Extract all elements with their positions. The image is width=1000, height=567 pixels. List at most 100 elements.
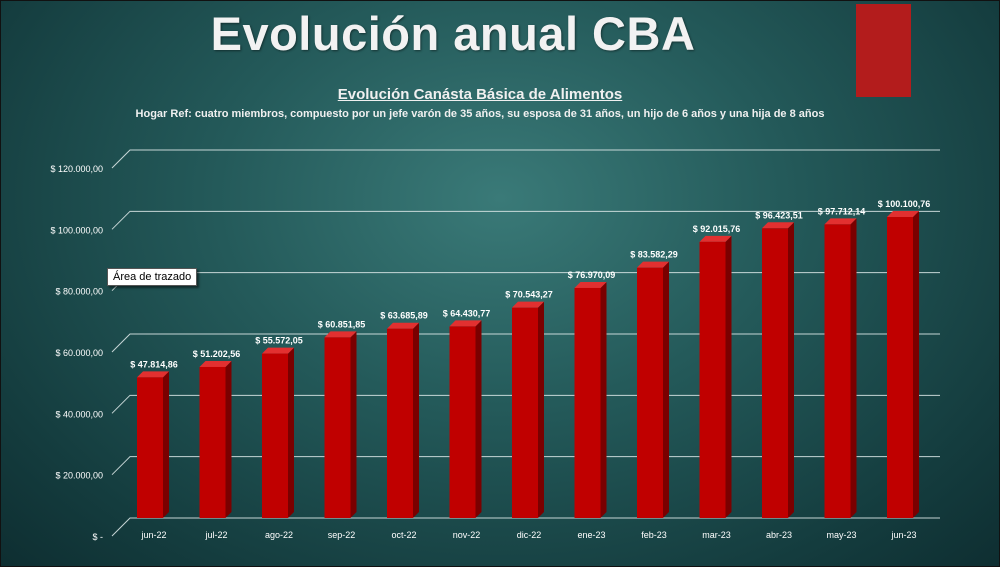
bar-side bbox=[225, 360, 232, 518]
bar-top bbox=[512, 301, 544, 308]
bar[interactable] bbox=[387, 322, 419, 518]
bar-front bbox=[324, 337, 351, 518]
data-label: $ 83.582,29 bbox=[630, 250, 678, 260]
bar-side bbox=[663, 261, 669, 518]
x-tick-label: feb-23 bbox=[641, 530, 667, 540]
x-tick-label: dic-22 bbox=[517, 530, 542, 540]
y-tick-label: $ 60.000,00 bbox=[55, 348, 103, 358]
bar-front bbox=[762, 228, 788, 518]
y-axis-tick-labels: $ - $ 20.000,00 $ 40.000,00 $ 60.000,00 $ 80… bbox=[50, 164, 103, 542]
bars bbox=[137, 211, 919, 519]
x-tick-label: ene-23 bbox=[577, 530, 605, 540]
bar[interactable] bbox=[699, 235, 732, 518]
red-accent-block bbox=[856, 4, 911, 97]
x-tick-label: may-23 bbox=[826, 530, 856, 540]
x-tick-label: jul-22 bbox=[204, 530, 227, 540]
bar-top bbox=[887, 211, 919, 218]
x-tick-label: nov-22 bbox=[453, 530, 481, 540]
data-label: $ 60.851,85 bbox=[318, 319, 366, 329]
bar-top bbox=[449, 320, 482, 327]
chart-subtitle: Hogar Ref: cuatro miembros, compuesto po… bbox=[135, 108, 825, 120]
data-label: $ 51.202,56 bbox=[193, 349, 241, 359]
grid-line bbox=[111, 456, 940, 476]
bar-side bbox=[725, 235, 732, 518]
bar-side bbox=[788, 222, 794, 518]
data-label: $ 55.572,05 bbox=[255, 336, 303, 346]
y-tick-label: $ 20.000,00 bbox=[55, 471, 103, 481]
x-tick-label: oct-22 bbox=[391, 530, 416, 540]
bar[interactable] bbox=[199, 360, 232, 518]
data-label: $ 70.543,27 bbox=[505, 290, 553, 300]
data-label: $ 64.430,77 bbox=[443, 308, 491, 318]
bar-side bbox=[538, 301, 544, 518]
bar[interactable] bbox=[637, 261, 669, 518]
bar-front bbox=[887, 217, 913, 518]
bar[interactable] bbox=[887, 211, 919, 518]
bar-top bbox=[387, 322, 419, 329]
grid-line bbox=[111, 210, 940, 230]
bar[interactable] bbox=[512, 301, 544, 518]
bar[interactable] bbox=[137, 371, 169, 518]
x-tick-label: mar-23 bbox=[702, 530, 731, 540]
bar[interactable] bbox=[262, 347, 294, 518]
y-tick-label: $ 80.000,00 bbox=[55, 287, 103, 297]
bar-top bbox=[324, 331, 357, 338]
x-tick-label: abr-23 bbox=[766, 530, 792, 540]
bar[interactable] bbox=[574, 281, 607, 518]
data-labels: $ 47.814,86 $ 51.202,56 $ 55.572,05 $ 60.85… bbox=[130, 199, 930, 369]
bar-side bbox=[413, 322, 419, 518]
bar-side bbox=[850, 218, 857, 519]
bar-front bbox=[449, 326, 476, 518]
data-label: $ 47.814,86 bbox=[130, 359, 178, 369]
bar-side bbox=[913, 211, 919, 518]
y-tick-label: $ 40.000,00 bbox=[55, 409, 103, 419]
x-tick-label: jun-22 bbox=[140, 530, 166, 540]
x-axis-tick-labels: jun-22 jul-22 ago-22 sep-22 oct-22 nov-22 dic-… bbox=[140, 530, 916, 540]
bar-side bbox=[600, 281, 607, 518]
bar-top bbox=[824, 218, 857, 225]
bar-front bbox=[637, 267, 663, 518]
bar-front bbox=[574, 287, 601, 518]
bar-side bbox=[288, 347, 294, 518]
x-tick-label: jun-23 bbox=[890, 530, 916, 540]
bar[interactable] bbox=[824, 218, 857, 519]
bar-front bbox=[512, 307, 538, 518]
grid-line bbox=[111, 394, 940, 414]
bar-side bbox=[163, 371, 169, 518]
bar-top bbox=[199, 360, 232, 367]
y-tick-label: $ 100.000,00 bbox=[50, 225, 103, 235]
bar-top bbox=[262, 347, 294, 354]
bar-front bbox=[199, 366, 226, 518]
bar-front bbox=[699, 241, 726, 518]
bar-top bbox=[137, 371, 169, 378]
bar-top bbox=[762, 222, 794, 229]
grid-line bbox=[111, 149, 940, 169]
bar-front bbox=[262, 353, 288, 518]
grid-line bbox=[111, 517, 940, 537]
x-tick-label: ago-22 bbox=[265, 530, 293, 540]
slide-title: Evolución anual CBA bbox=[210, 7, 696, 60]
bar-front bbox=[137, 377, 163, 518]
bar-side bbox=[350, 331, 357, 518]
bar[interactable] bbox=[762, 222, 794, 518]
bar-front bbox=[387, 328, 413, 518]
bar-side bbox=[475, 320, 482, 518]
plot-area-tooltip: Área de trazado bbox=[107, 268, 198, 286]
bar-top bbox=[699, 235, 732, 242]
data-label: $ 97.712,14 bbox=[818, 206, 866, 216]
data-label: $ 96.423,51 bbox=[755, 210, 803, 220]
data-label: $ 63.685,89 bbox=[380, 311, 428, 321]
grid-line bbox=[111, 333, 940, 353]
x-tick-label: sep-22 bbox=[328, 530, 356, 540]
y-tick-label: $ 120.000,00 bbox=[50, 164, 103, 174]
bar[interactable] bbox=[324, 331, 357, 518]
bar[interactable] bbox=[449, 320, 482, 518]
data-label: $ 76.970,09 bbox=[568, 270, 616, 280]
y-tick-label: $ - bbox=[92, 532, 103, 542]
bar-top bbox=[574, 281, 607, 288]
data-label: $ 100.100,76 bbox=[878, 199, 931, 209]
data-label: $ 92.015,76 bbox=[693, 224, 741, 234]
bar-top bbox=[637, 261, 669, 268]
chart-title: Evolución Canásta Básica de Alimentos bbox=[337, 86, 623, 103]
